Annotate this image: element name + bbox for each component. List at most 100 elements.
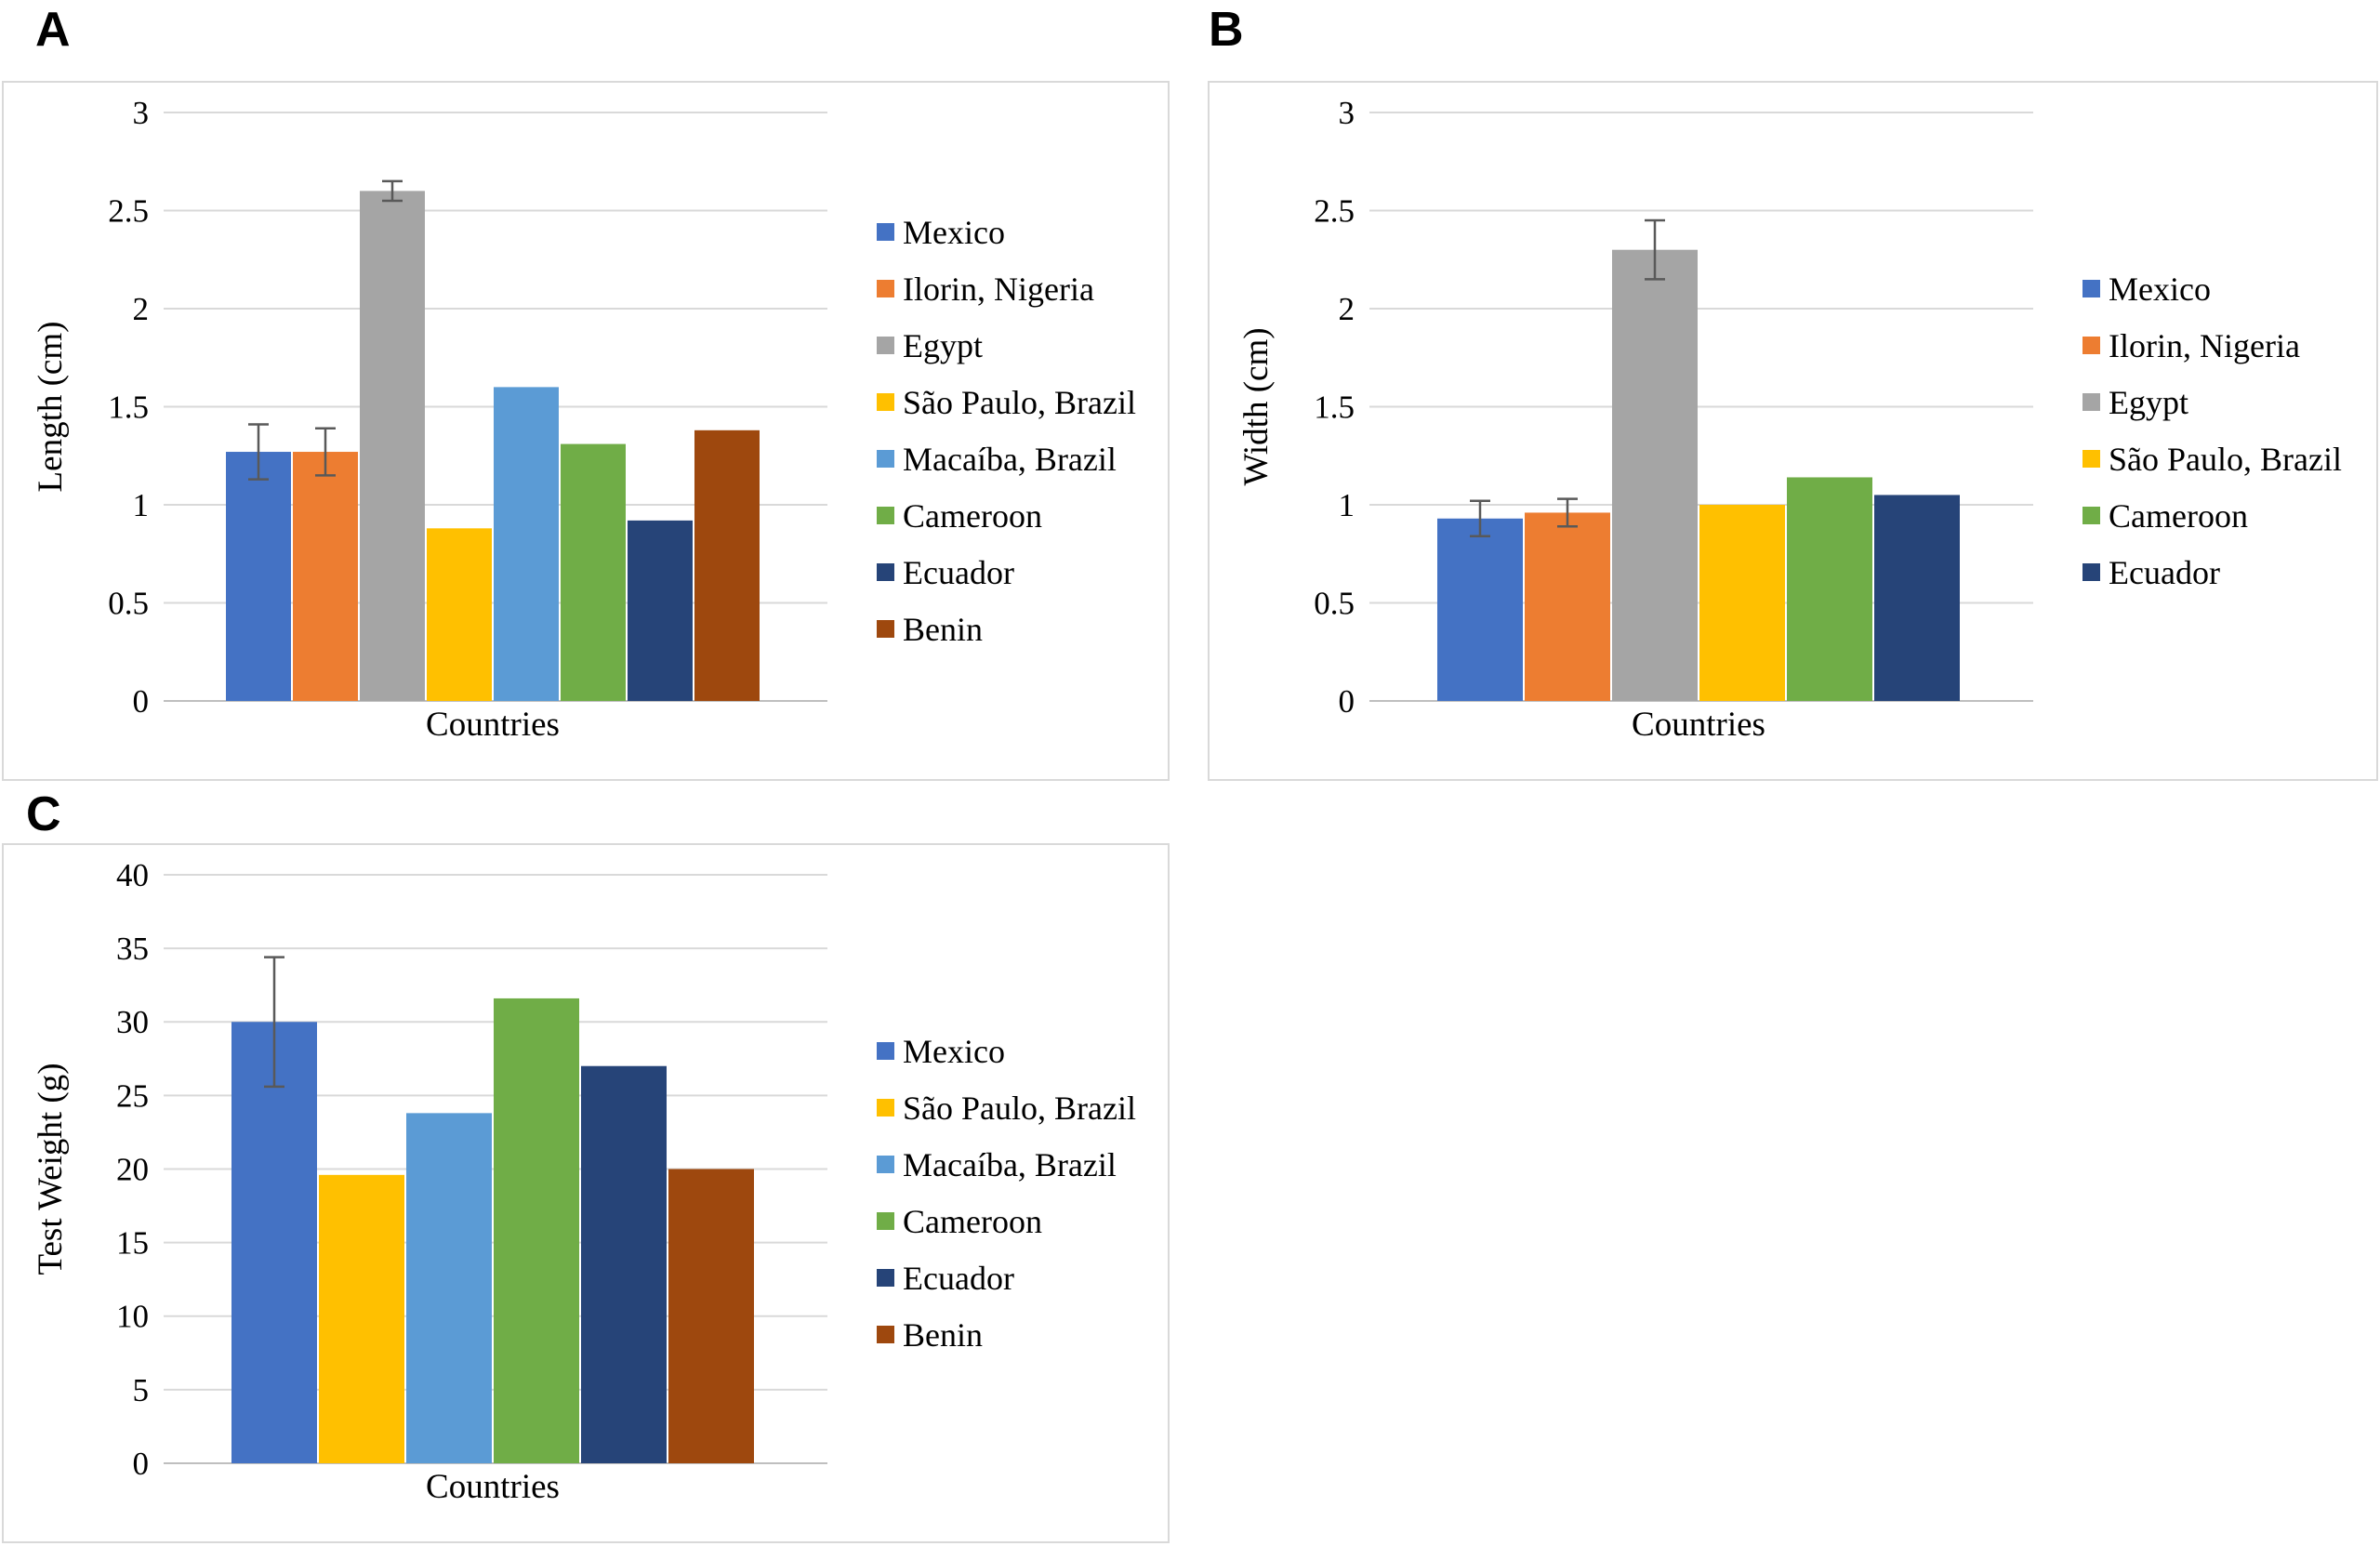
x-axis-title: Countries — [426, 1468, 560, 1506]
chart-panel-test-weight: 0 5 10 15 20 25 30 35 40 Test Weight (g) Countries… — [2, 843, 1170, 1543]
legend-swatch-ecuador — [2082, 563, 2100, 581]
bar-maca-ba-brazil — [406, 1113, 492, 1463]
legend-label: São Paulo, Brazil — [903, 384, 1136, 421]
bar-mexico — [226, 452, 291, 701]
legend-item-egypt: Egypt — [877, 327, 983, 364]
legend-label: Cameroon — [2109, 497, 2248, 535]
test-weight-bar-chart: 0 5 10 15 20 25 30 35 40 Test Weight (g) Countries… — [32, 857, 1136, 1506]
legend-swatch-benin — [877, 1326, 894, 1343]
legend-swatch-ecuador — [877, 563, 894, 581]
legend-item-cameroon: Cameroon — [877, 1203, 1042, 1240]
legend-swatch-maca-ba-brazil — [877, 450, 894, 468]
bar-ecuador — [628, 520, 693, 701]
legend-label: Egypt — [2109, 384, 2188, 421]
legend-swatch-ilorin-nigeria — [2082, 337, 2100, 354]
legend-item-s-o-paulo-brazil: São Paulo, Brazil — [877, 384, 1136, 421]
y-tick-label: 3 — [133, 95, 150, 131]
bar-s-o-paulo-brazil — [427, 528, 492, 701]
legend-swatch-cameroon — [2082, 507, 2100, 524]
y-tick-label: 5 — [133, 1372, 150, 1408]
bar-cameroon — [494, 998, 579, 1463]
legend-label: São Paulo, Brazil — [2109, 441, 2342, 478]
legend-label: Ecuador — [903, 554, 1014, 591]
legend-item-s-o-paulo-brazil: São Paulo, Brazil — [2082, 441, 2342, 478]
y-tick-label: 30 — [116, 1004, 149, 1040]
y-tick-label: 15 — [116, 1225, 149, 1262]
bar-cameroon — [1787, 477, 1872, 701]
y-tick-label: 1 — [1339, 487, 1355, 523]
bar-s-o-paulo-brazil — [1699, 505, 1785, 701]
legend-swatch-cameroon — [877, 1212, 894, 1230]
error-bar-ilorin-nigeria — [315, 427, 336, 477]
y-tick-label: 1.5 — [108, 389, 149, 425]
length-bar-chart: 0 0.5 1 1.5 2 2.5 3 Length (cm) Countries Mexico I… — [32, 95, 1136, 744]
y-tick-label: 1.5 — [1314, 389, 1355, 425]
y-axis-title: Length (cm) — [32, 322, 70, 493]
x-axis-title: Countries — [426, 706, 560, 744]
legend-swatch-benin — [877, 620, 894, 638]
legend-label: Benin — [903, 611, 983, 648]
legend-swatch-egypt — [877, 337, 894, 354]
legend-swatch-mexico — [877, 1042, 894, 1060]
legend-label: Ecuador — [2109, 554, 2220, 591]
legend-label: Mexico — [903, 214, 1005, 251]
y-tick-label: 2 — [133, 291, 150, 327]
error-bar-mexico — [264, 956, 284, 1089]
legend-swatch-s-o-paulo-brazil — [877, 393, 894, 411]
legend-swatch-ilorin-nigeria — [877, 280, 894, 297]
y-tick-label: 25 — [116, 1077, 149, 1114]
y-tick-label: 1 — [133, 487, 150, 523]
bar-ilorin-nigeria — [1525, 512, 1610, 701]
bar-s-o-paulo-brazil — [319, 1174, 404, 1463]
error-bar-mexico — [1470, 499, 1490, 538]
legend-label: Mexico — [2109, 271, 2211, 308]
y-tick-label: 20 — [116, 1151, 149, 1187]
legend-item-egypt: Egypt — [2082, 384, 2188, 421]
bar-mexico — [1437, 518, 1523, 701]
legend-item-s-o-paulo-brazil: São Paulo, Brazil — [877, 1090, 1136, 1127]
legend-label: Mexico — [903, 1033, 1005, 1070]
bar-benin — [668, 1169, 754, 1463]
y-axis-title: Width (cm) — [1237, 327, 1276, 485]
y-tick-label: 10 — [116, 1299, 149, 1335]
legend-label: Egypt — [903, 327, 983, 364]
panel-label-c: C — [26, 787, 61, 841]
legend-label: Cameroon — [903, 1203, 1042, 1240]
y-tick-label: 0.5 — [1314, 585, 1355, 621]
legend-item-benin: Benin — [877, 1316, 983, 1354]
y-tick-label: 0 — [133, 1446, 150, 1482]
chart-panel-width: 0 0.5 1 1.5 2 2.5 3 Width (cm) Countries Mexico Il… — [1208, 81, 2378, 781]
legend-item-ecuador: Ecuador — [2082, 554, 2220, 591]
legend-item-ilorin-nigeria: Ilorin, Nigeria — [877, 271, 1094, 308]
legend-item-cameroon: Cameroon — [877, 497, 1042, 535]
bar-ecuador — [581, 1065, 667, 1463]
legend-item-ecuador: Ecuador — [877, 1260, 1014, 1297]
chart-panel-length: 0 0.5 1 1.5 2 2.5 3 Length (cm) Countries Mexico I… — [2, 81, 1170, 781]
legend-swatch-cameroon — [877, 507, 894, 524]
y-tick-label: 2 — [1339, 291, 1355, 327]
y-tick-label: 2.5 — [1314, 192, 1355, 229]
legend-item-mexico: Mexico — [877, 1033, 1005, 1070]
legend-label: Ecuador — [903, 1260, 1014, 1297]
bar-egypt — [1612, 249, 1698, 701]
legend-swatch-egypt — [2082, 393, 2100, 411]
error-bar-mexico — [248, 423, 269, 481]
y-tick-label: 40 — [116, 857, 149, 893]
legend-item-mexico: Mexico — [2082, 271, 2211, 308]
legend-item-ecuador: Ecuador — [877, 554, 1014, 591]
legend-item-maca-ba-brazil: Macaíba, Brazil — [877, 441, 1117, 478]
bar-maca-ba-brazil — [494, 387, 559, 701]
bar-mexico — [231, 1022, 317, 1463]
panel-label-a: A — [35, 3, 71, 57]
legend-label: Benin — [903, 1316, 983, 1354]
bar-benin — [694, 429, 760, 701]
legend-label: São Paulo, Brazil — [903, 1090, 1136, 1127]
legend-item-mexico: Mexico — [877, 214, 1005, 251]
y-tick-label: 35 — [116, 931, 149, 967]
legend-label: Cameroon — [903, 497, 1042, 535]
legend-item-cameroon: Cameroon — [2082, 497, 2248, 535]
legend-swatch-maca-ba-brazil — [877, 1156, 894, 1173]
legend-swatch-mexico — [2082, 280, 2100, 297]
legend-swatch-s-o-paulo-brazil — [877, 1099, 894, 1117]
bar-ilorin-nigeria — [293, 452, 358, 701]
